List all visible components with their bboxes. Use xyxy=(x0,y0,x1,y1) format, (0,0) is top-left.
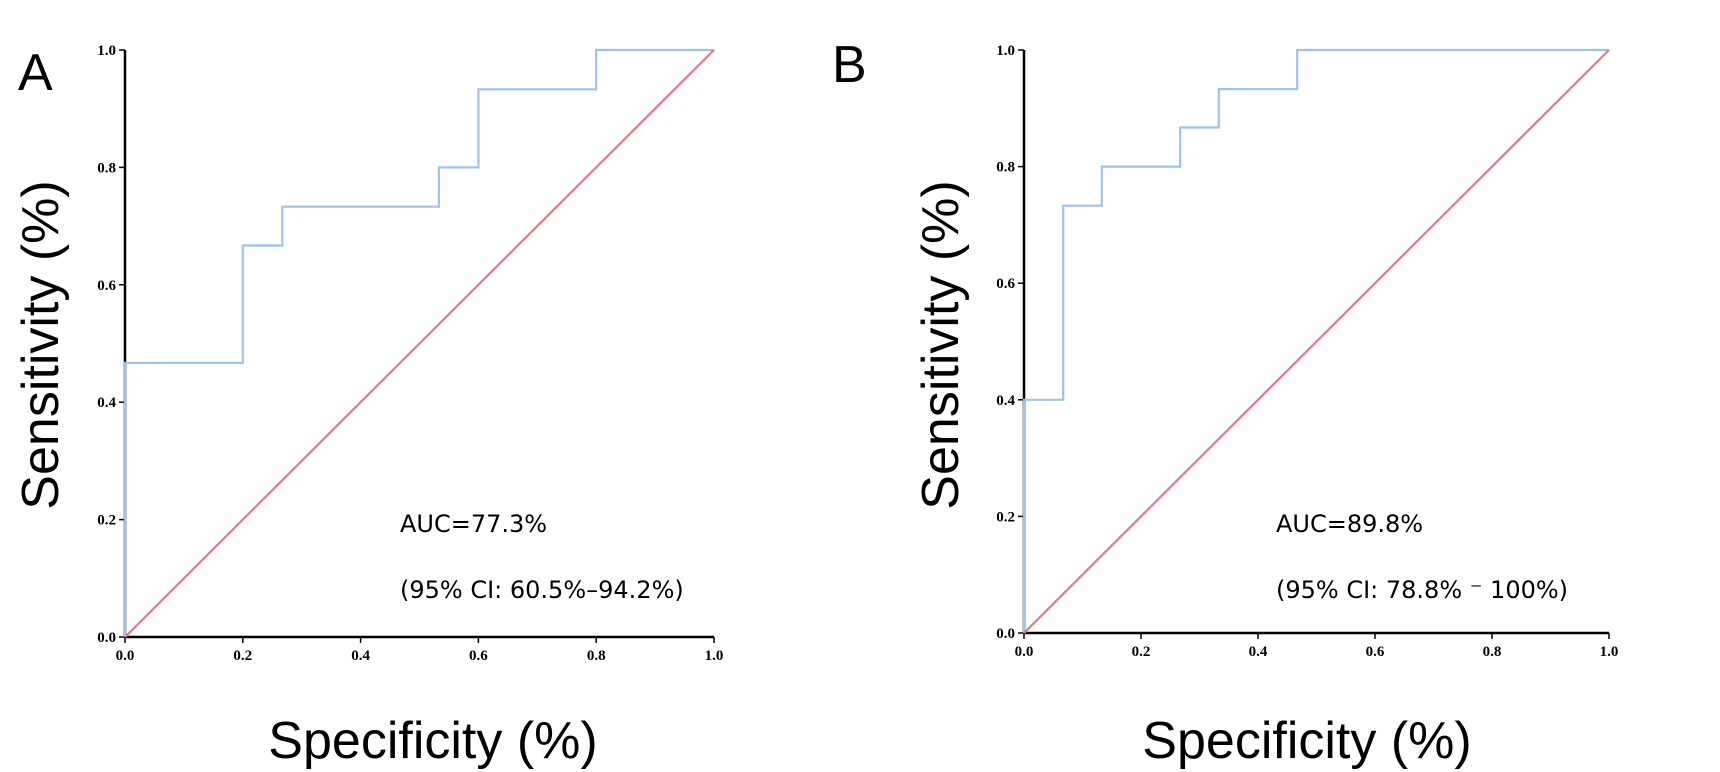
panel-b-y-axis-title: Sensitivity (%) xyxy=(912,180,970,509)
panel-a-x-tick-label: 0.6 xyxy=(469,648,488,664)
panel-a-ci-annotation: (95% CI: 60.5%–94.2%) xyxy=(400,576,684,604)
panel-a-y-axis-title: Sensitivity (%) xyxy=(12,180,70,509)
panel-a-x-tick-label: 0.0 xyxy=(116,648,135,664)
panel-a-x-tick-label: 0.8 xyxy=(587,648,606,664)
panel-b-y-tick-label: 0.4 xyxy=(996,393,1015,409)
panel-b-x-axis-title: Specificity (%) xyxy=(1142,712,1471,770)
panel-b-x-tick-label: 0.4 xyxy=(1249,644,1268,660)
panel-b-label: B xyxy=(832,36,867,94)
panel-a-y-tick-label: 0.2 xyxy=(97,513,116,529)
panel-a-y-tick-label: 0.0 xyxy=(97,630,116,646)
panel-b-x-tick-label: 1.0 xyxy=(1600,644,1619,660)
panel-a-x-tick-label: 1.0 xyxy=(705,648,724,664)
panel-b-y-tick-label: 0.0 xyxy=(996,626,1015,642)
panel-b-y-tick-label: 0.8 xyxy=(996,160,1015,176)
panel-a-x-axis-title: Specificity (%) xyxy=(268,712,597,770)
panel-b-ci-annotation: (95% CI: 78.8% ⁻ 100%) xyxy=(1276,576,1568,604)
panel-b-y-tick-label: 0.6 xyxy=(996,276,1015,292)
panel-a-auc-annotation: AUC=77.3% xyxy=(400,510,547,538)
panel-a-y-tick-label: 1.0 xyxy=(97,43,116,59)
panel-b-y-tick-label: 0.2 xyxy=(996,509,1015,525)
panel-b-x-tick-label: 0.2 xyxy=(1132,644,1151,660)
panel-b-x-tick-label: 0.8 xyxy=(1483,644,1502,660)
panel-a-y-tick-label: 0.6 xyxy=(97,278,116,294)
panel-b-y-tick-label: 1.0 xyxy=(996,43,1015,59)
panel-a-y-tick-label: 0.4 xyxy=(97,395,116,411)
panel-a-x-tick-label: 0.4 xyxy=(351,648,370,664)
panel-b-x-tick-label: 0.0 xyxy=(1015,644,1034,660)
panel-a-x-tick-label: 0.2 xyxy=(233,648,252,664)
panel-b-reference-line xyxy=(1023,49,1610,634)
panel-a-reference-line xyxy=(124,49,715,638)
panel-b-x-tick-label: 0.6 xyxy=(1366,644,1385,660)
panel-a-y-tick-label: 0.8 xyxy=(97,160,116,176)
panel-a-roc-line xyxy=(123,48,714,637)
panel-b-auc-annotation: AUC=89.8% xyxy=(1276,510,1423,538)
panel-a-label: A xyxy=(18,44,53,102)
panel-b-roc-line xyxy=(1022,48,1609,633)
